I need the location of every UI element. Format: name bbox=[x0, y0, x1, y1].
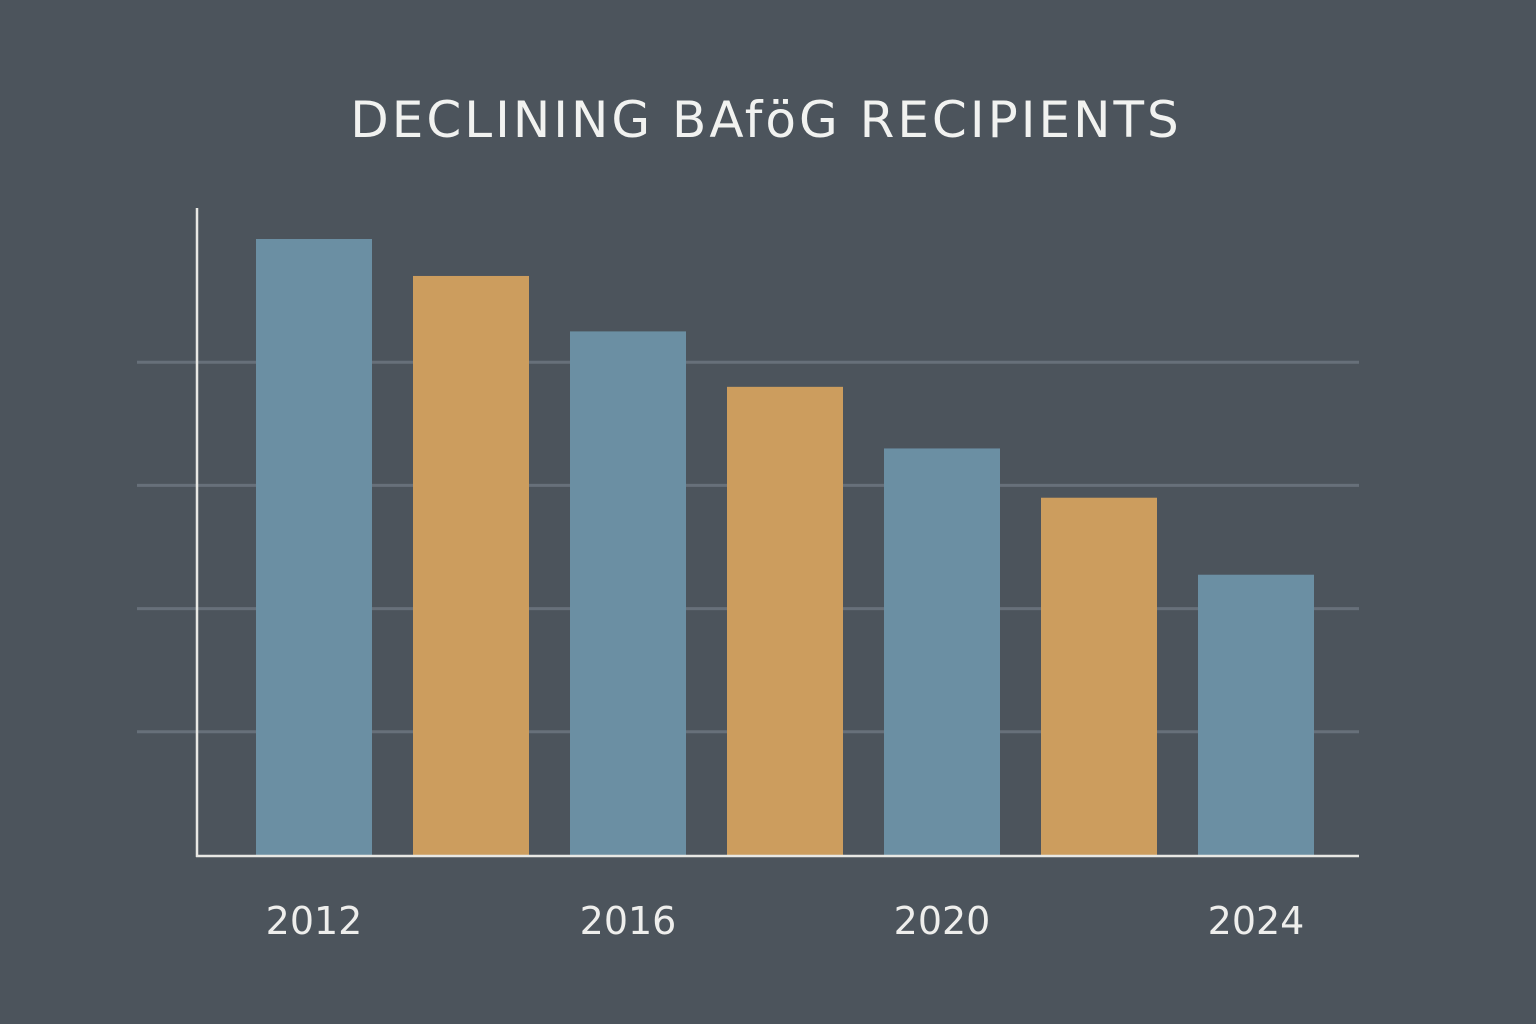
chart-title: DECLINING BAföG RECIPIENTS bbox=[350, 91, 1182, 149]
x-tick-label-2020: 2020 bbox=[894, 899, 991, 943]
x-tick-label-2024: 2024 bbox=[1208, 899, 1305, 943]
bar-2020 bbox=[884, 448, 1000, 855]
x-tick-labels: 2012 2016 2020 2024 bbox=[266, 899, 1305, 943]
bar-2022 bbox=[1041, 497, 1157, 855]
x-tick-label-2012: 2012 bbox=[266, 899, 363, 943]
bar-2018 bbox=[727, 386, 843, 855]
bar-2016 bbox=[570, 331, 686, 855]
bar-2012 bbox=[256, 239, 372, 855]
x-tick-label-2016: 2016 bbox=[580, 899, 677, 943]
axes bbox=[195, 208, 1359, 858]
bars bbox=[256, 239, 1314, 856]
bar-2024 bbox=[1198, 574, 1314, 855]
bar-2014 bbox=[413, 275, 529, 856]
